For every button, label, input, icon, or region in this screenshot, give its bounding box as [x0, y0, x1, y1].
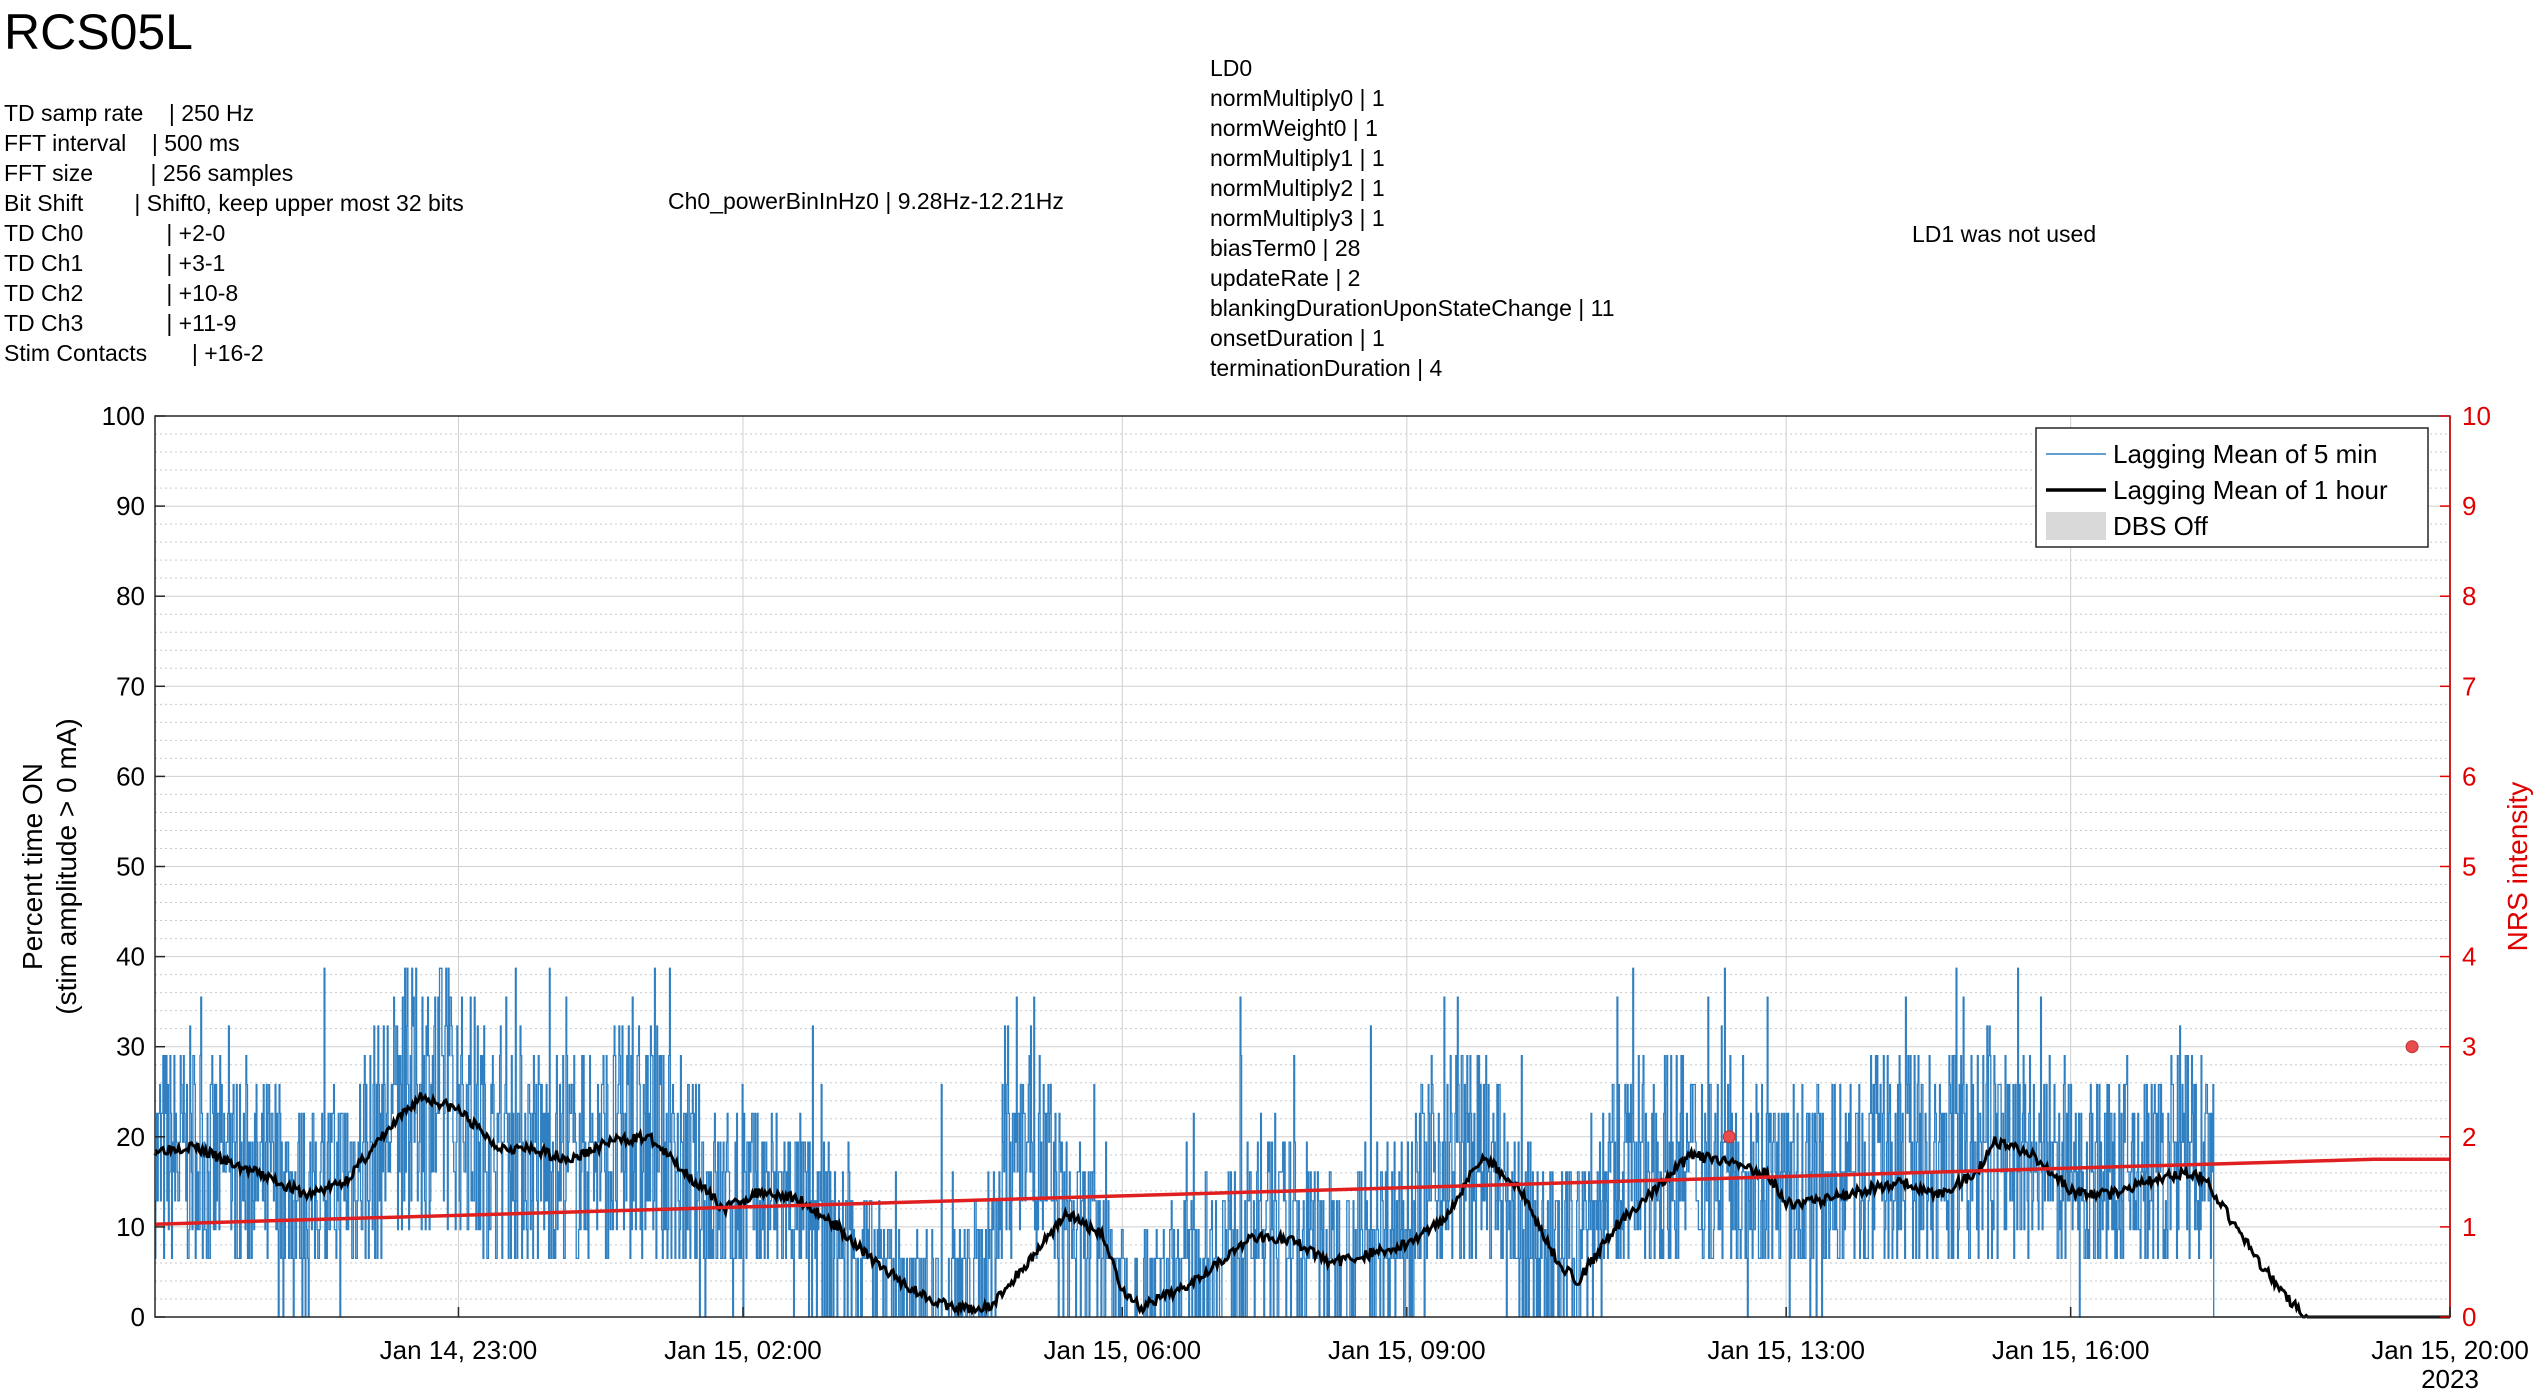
td-setting-line-3: Bit Shift | Shift0, keep upper most 32 b…	[4, 190, 464, 216]
y-tick-label: 20	[116, 1122, 145, 1152]
x-tick-label: Jan 14, 23:00	[380, 1335, 538, 1365]
y-right-tick-label: 3	[2462, 1032, 2476, 1062]
x-tick-label: Jan 15, 16:00	[1992, 1335, 2150, 1365]
legend-swatch-dbs-off	[2046, 512, 2106, 540]
td-setting-line-2: FFT size | 256 samples	[4, 160, 294, 186]
ld0-setting-line-4: normMultiply2 | 1	[1210, 175, 1385, 201]
y-tick-label: 60	[116, 761, 145, 791]
legend-label-5min: Lagging Mean of 5 min	[2113, 439, 2378, 469]
series-layer	[153, 967, 2450, 1319]
ld0-setting-line-9: onsetDuration | 1	[1210, 325, 1385, 351]
ld0-setting-line-1: normMultiply0 | 1	[1210, 85, 1385, 111]
y-right-tick-label: 5	[2462, 852, 2476, 882]
y-tick-label: 10	[116, 1212, 145, 1242]
legend-label-1hour: Lagging Mean of 1 hour	[2113, 475, 2388, 505]
ld0-setting-line-0: LD0	[1210, 55, 1253, 81]
x-year-label: 2023	[2421, 1364, 2479, 1392]
y-tick-label: 100	[102, 401, 145, 431]
y-tick-label: 30	[116, 1032, 145, 1062]
ld0-setting-line-6: biasTerm0 | 28	[1210, 235, 1361, 261]
x-tick-label: Jan 15, 06:00	[1044, 1335, 1202, 1365]
td-setting-line-0: TD samp rate | 250 Hz	[4, 100, 255, 126]
y-right-axis-label: NRS intensity	[2502, 782, 2533, 952]
y-right-tick-label: 9	[2462, 491, 2476, 521]
y-tick-label: 40	[116, 942, 145, 972]
series-lagging-mean-5min	[155, 967, 2450, 1318]
ld0-setting-line-7: updateRate | 2	[1210, 265, 1361, 291]
y-axis-label: Percent time ON	[17, 763, 48, 970]
axis-layer: 0 10 20 30 40 50 60 70 80 90 100 0 1 2 3 4 5 6 7 8 9 10 Jan 14…	[17, 401, 2533, 1392]
y-tick-label: 80	[116, 581, 145, 611]
td-setting-line-6: TD Ch2 | +10-8	[4, 280, 239, 306]
y-tick-label: 0	[131, 1302, 145, 1332]
y-right-tick-label: 7	[2462, 671, 2476, 701]
td-setting-line-4: TD Ch0 | +2-0	[4, 220, 226, 246]
series-trend-line	[154, 1157, 2450, 1226]
legend: Lagging Mean of 5 min Lagging Mean of 1 …	[2035, 427, 2429, 548]
td-setting-line-5: TD Ch1 | +3-1	[4, 250, 226, 276]
y-right-tick-label: 4	[2462, 942, 2476, 972]
ld0-setting-line-2: normWeight0 | 1	[1210, 115, 1378, 141]
x-tick-label: Jan 15, 13:00	[1707, 1335, 1865, 1365]
ch0-power-bin-text: Ch0_powerBinInHz0 | 9.28Hz-12.21Hz	[668, 188, 1064, 214]
y-right-tick-label: 10	[2462, 401, 2491, 431]
legend-label-dbs-off: DBS Off	[2113, 511, 2209, 541]
td-settings-text: TD samp rate | 250 Hz FFT interval | 500 …	[4, 98, 464, 368]
y-right-tick-label: 2	[2462, 1122, 2476, 1152]
ld1-status-text: LD1 was not used	[1912, 221, 2097, 247]
y-tick-label: 50	[116, 852, 145, 882]
td-setting-line-8: Stim Contacts | +16-2	[4, 340, 264, 366]
ld0-setting-line-8: blankingDurationUponStateChange | 11	[1210, 295, 1615, 321]
chart-title: RCS05L	[4, 4, 193, 60]
y-right-tick-label: 0	[2462, 1302, 2476, 1332]
x-tick-label: Jan 15, 02:00	[664, 1335, 822, 1365]
td-setting-line-1: FFT interval | 500 ms	[4, 130, 240, 156]
y-right-tick-label: 8	[2462, 581, 2476, 611]
series-lagging-mean-1hour	[153, 1092, 2450, 1319]
ld0-settings-text: LD0 normMultiply0 | 1 normWeight0 | 1 normM…	[1210, 53, 1615, 383]
y-tick-label: 90	[116, 491, 145, 521]
nrs-intensity-point	[2405, 1040, 2419, 1054]
y-right-tick-label: 1	[2462, 1212, 2476, 1242]
y-axis-label: (stim amplitude > 0 mA)	[51, 718, 82, 1014]
td-setting-line-7: TD Ch3 | +11-9	[4, 310, 237, 336]
x-tick-label: Jan 15, 20:00	[2371, 1335, 2529, 1365]
y-right-tick-label: 6	[2462, 761, 2476, 791]
x-tick-label: Jan 15, 09:00	[1328, 1335, 1486, 1365]
nrs-intensity-point	[1722, 1130, 1736, 1144]
ld0-setting-line-5: normMultiply3 | 1	[1210, 205, 1385, 231]
ld0-setting-line-10: terminationDuration | 4	[1210, 355, 1443, 381]
ld0-setting-line-3: normMultiply1 | 1	[1210, 145, 1385, 171]
y-tick-label: 70	[116, 671, 145, 701]
